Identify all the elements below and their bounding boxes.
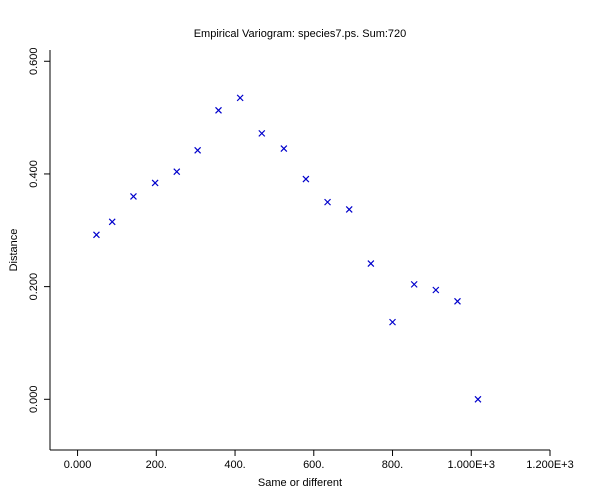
y-tick-label: 0.400 [28, 160, 40, 188]
data-point [173, 168, 181, 176]
data-point [194, 146, 202, 154]
data-point [454, 297, 461, 305]
y-ticks: 0.000 0.200 0.400 0.600 [28, 48, 50, 414]
data-point [410, 280, 418, 288]
data-point [108, 218, 116, 226]
data-point [324, 198, 331, 206]
data-point [236, 94, 244, 102]
x-ticks: 0.000 200. 400. 600. 800. 1.000E+3 1.200E+3 [64, 450, 574, 471]
x-tick-label: 800. [382, 459, 403, 471]
chart-title: Empirical Variogram: species7.ps. Sum:72… [194, 28, 407, 40]
x-tick-label: 200. [146, 459, 167, 471]
chart-axes [49, 50, 550, 451]
x-tick-label: 0.000 [64, 459, 92, 471]
data-point [130, 193, 137, 200]
x-tick-label: 1.000E+3 [448, 459, 495, 471]
y-axis-label: Distance [8, 229, 20, 272]
data-point [258, 129, 266, 137]
data-point [432, 286, 440, 294]
y-tick-label: 0.200 [28, 273, 40, 301]
x-tick-label: 600. [303, 459, 324, 471]
data-point [345, 206, 353, 213]
data-point [367, 260, 375, 267]
data-point [280, 145, 288, 153]
data-points [93, 94, 482, 403]
data-point [389, 318, 396, 326]
x-axis-label: Same or different [258, 477, 342, 489]
data-point [302, 175, 310, 183]
data-point [151, 179, 159, 187]
y-tick-label: 0.600 [28, 48, 40, 76]
data-point [474, 395, 482, 403]
data-point [93, 231, 100, 239]
y-tick-label: 0.000 [28, 386, 40, 414]
data-point [215, 106, 222, 114]
x-tick-label: 1.200E+3 [526, 459, 573, 471]
x-tick-label: 400. [224, 459, 245, 471]
